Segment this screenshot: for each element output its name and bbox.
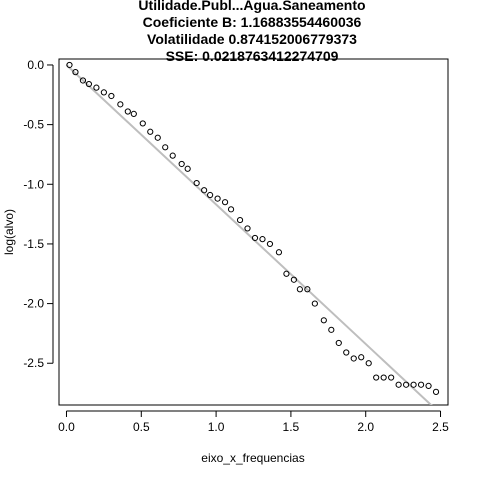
y-axis-label: log(alvo) (2, 209, 16, 255)
data-point (373, 374, 380, 381)
data-point (320, 317, 327, 324)
data-point (108, 92, 115, 100)
data-point (227, 206, 235, 213)
y-tick-label: -0.5 (23, 118, 44, 132)
data-point (290, 276, 297, 283)
chart-title: Utilidade.Publ...Agua.Saneamento Coefici… (138, 0, 365, 64)
data-point (275, 249, 283, 256)
data-point (93, 84, 100, 91)
chart-title-line-3: Volatilidade 0.874152006779373 (147, 31, 357, 47)
data-point (139, 120, 146, 127)
plot-area (58, 58, 449, 406)
data-point (425, 382, 432, 390)
data-point (283, 270, 290, 277)
data-point (221, 199, 229, 206)
y-tick-label: 0.0 (27, 58, 44, 72)
data-point (350, 355, 357, 362)
y-tick-label: -2.5 (23, 356, 44, 370)
data-point (395, 381, 402, 388)
data-point (388, 374, 395, 381)
data-point (66, 61, 73, 69)
data-point (79, 77, 87, 84)
data-point (244, 225, 251, 232)
data-point (130, 110, 137, 117)
data-point (124, 108, 131, 115)
x-tick-label: 1.0 (208, 420, 225, 434)
data-point (184, 165, 191, 172)
data-point (432, 388, 440, 395)
data-points (66, 61, 440, 395)
y-tick-label: -1.0 (23, 177, 44, 191)
x-tick-label: 2.5 (432, 420, 449, 434)
x-axis: 0.0 0.5 1.0 1.5 2.0 2.5 (58, 410, 449, 434)
x-tick-label: 2.0 (357, 420, 374, 434)
x-tick-label: 0.5 (133, 420, 150, 434)
data-point (296, 286, 303, 293)
data-point (154, 134, 161, 141)
data-point (410, 381, 417, 388)
data-point (311, 300, 318, 307)
data-point (266, 240, 274, 248)
y-tick-label: -1.5 (23, 237, 44, 251)
data-point (328, 326, 335, 333)
data-point (358, 354, 365, 361)
data-point (335, 339, 342, 347)
data-point (169, 152, 176, 159)
data-point (365, 360, 372, 367)
chart-title-line-2: Coeficiente B: 1.16883554460036 (143, 14, 362, 30)
y-axis: 0.0 -0.5 -1.0 -1.5 -2.0 -2.5 (23, 58, 54, 370)
data-point (193, 179, 200, 187)
data-point (117, 101, 124, 108)
data-point (100, 89, 107, 96)
data-point (147, 128, 154, 135)
chart-title-line-1: Utilidade.Publ...Agua.Saneamento (138, 0, 365, 13)
data-point (251, 234, 259, 242)
data-point (162, 144, 169, 151)
x-tick-label: 1.5 (283, 420, 300, 434)
data-point (72, 69, 79, 76)
data-point (403, 381, 410, 388)
data-point (380, 374, 387, 381)
data-point (417, 381, 425, 388)
chart-title-line-4: SSE: 0.0218763412274709 (166, 48, 339, 64)
data-point (259, 236, 266, 243)
data-point (178, 160, 185, 168)
x-axis-label: eixo_x_frequencias (201, 451, 304, 465)
data-point (214, 195, 221, 202)
data-point (85, 80, 93, 88)
data-point (343, 349, 350, 356)
y-tick-label: -2.0 (23, 297, 44, 311)
data-point (236, 216, 244, 224)
data-point (207, 191, 214, 199)
data-point (304, 286, 311, 293)
x-tick-label: 0.0 (58, 420, 75, 434)
data-point (201, 187, 208, 194)
